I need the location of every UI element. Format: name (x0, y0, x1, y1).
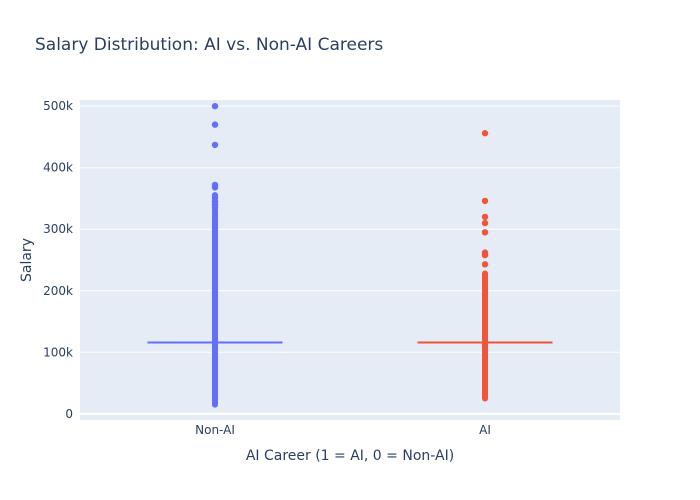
y-axis-title: Salary (19, 238, 35, 282)
chart-title: Salary Distribution: AI vs. Non-AI Caree… (35, 35, 383, 55)
data-point (211, 181, 219, 189)
y-tick-label: 500k (43, 99, 73, 113)
y-tick-label: 200k (43, 284, 73, 298)
data-point (211, 102, 219, 110)
x-tick-labels: Non-AI AI (195, 423, 491, 437)
y-tick-labels: 0 100k 200k 300k 400k 500k (43, 99, 73, 421)
data-point (481, 219, 489, 227)
y-tick-label: 100k (43, 345, 73, 359)
plot-area (80, 100, 620, 420)
data-marks (147, 102, 553, 408)
x-tick-label: AI (479, 423, 491, 437)
x-axis-title: AI Career (1 = AI, 0 = Non-AI) (246, 448, 454, 464)
data-point (211, 121, 219, 128)
data-point (211, 192, 219, 199)
data-point (211, 141, 219, 149)
y-tick-label: 0 (65, 407, 73, 421)
x-tick-label: Non-AI (195, 423, 235, 437)
data-point (481, 249, 489, 256)
data-point (481, 197, 489, 205)
data-point (481, 213, 489, 221)
gridlines (80, 105, 620, 415)
data-point (481, 229, 489, 236)
data-point (481, 130, 489, 137)
data-point (481, 261, 489, 268)
y-tick-label: 300k (43, 222, 73, 236)
y-tick-label: 400k (43, 161, 73, 175)
